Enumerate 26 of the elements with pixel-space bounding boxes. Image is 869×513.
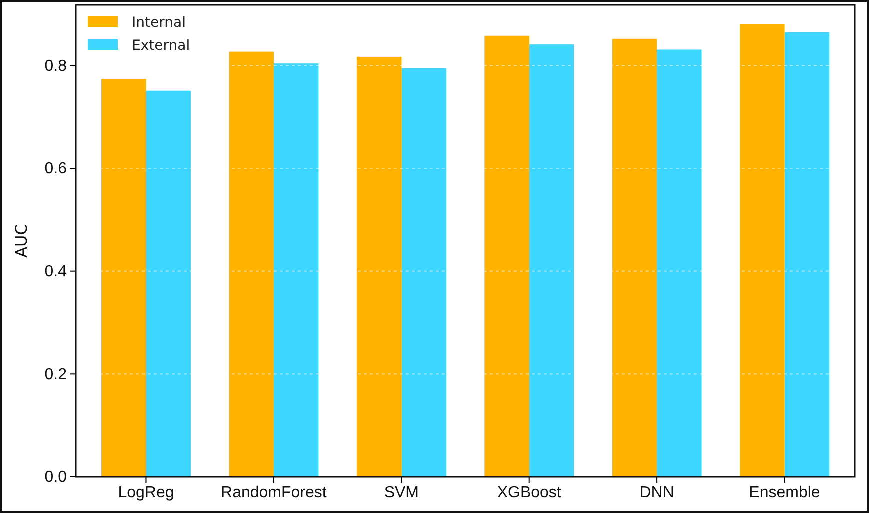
y-tick-label: 0.4 [44, 263, 68, 280]
y-tick-label: 0.0 [44, 469, 68, 486]
x-tick-label: DNN [640, 484, 674, 502]
bar [146, 90, 191, 477]
x-tick-label: Ensemble [749, 484, 820, 502]
bar [484, 36, 530, 477]
x-tick-label: SVM [384, 484, 419, 502]
y-tick-label: 0.6 [44, 160, 68, 178]
x-tick-label: RandomForest [221, 484, 328, 502]
x-tick-label: XGBoost [497, 484, 562, 502]
legend-label: External [132, 38, 190, 54]
bar [529, 44, 574, 477]
bar [740, 24, 785, 477]
bar [102, 79, 146, 477]
bar [612, 38, 658, 477]
bar [274, 64, 319, 477]
bar [356, 56, 402, 477]
y-tick-label: 0.8 [44, 58, 68, 75]
bar [402, 68, 446, 477]
legend-label: Internal [132, 15, 186, 31]
bar [657, 50, 702, 477]
bar [229, 52, 274, 477]
y-tick-label: 0.2 [44, 366, 68, 384]
y-axis-title: AUC [12, 224, 31, 258]
x-tick-label: LogReg [118, 484, 174, 502]
bar [784, 32, 830, 477]
